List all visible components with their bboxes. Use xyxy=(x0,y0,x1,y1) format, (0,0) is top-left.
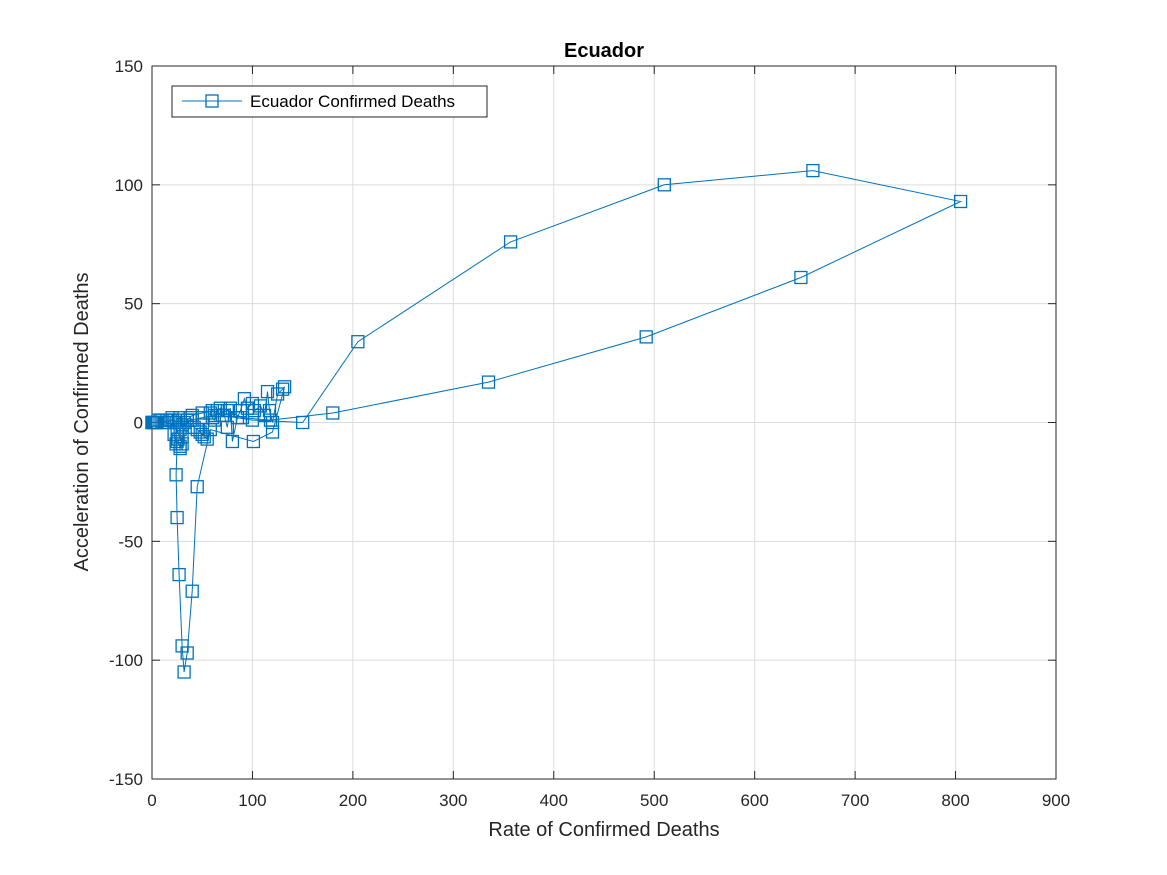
legend: Ecuador Confirmed Deaths xyxy=(171,85,488,118)
data-point xyxy=(145,415,159,430)
data-point xyxy=(235,411,250,425)
x-tick-label: 200 xyxy=(339,791,367,810)
data-point xyxy=(225,434,240,449)
data-point xyxy=(200,432,214,446)
data-point xyxy=(170,510,184,525)
x-tick-label: 800 xyxy=(941,791,969,810)
y-tick-label: 150 xyxy=(115,57,143,76)
legend-marker-sample xyxy=(205,94,219,108)
x-tick-label: 500 xyxy=(640,791,668,810)
data-point xyxy=(172,567,186,582)
y-tick-label: 50 xyxy=(124,295,143,314)
y-tick-label: -100 xyxy=(109,651,143,670)
data-point xyxy=(639,330,653,344)
data-point xyxy=(246,434,261,449)
data-point xyxy=(160,415,174,430)
data-point xyxy=(326,406,340,420)
data-point xyxy=(180,646,194,660)
data-point xyxy=(205,403,219,418)
data-point xyxy=(794,270,808,285)
data-point xyxy=(173,441,187,456)
data-point xyxy=(203,422,217,437)
data-point xyxy=(165,413,179,427)
data-point xyxy=(260,384,275,399)
data-point xyxy=(193,425,207,439)
y-tick-label: 100 xyxy=(115,176,143,195)
data-point xyxy=(481,375,496,389)
data-point xyxy=(190,480,204,494)
data-point xyxy=(155,413,169,427)
x-tick-label: 0 xyxy=(147,791,156,810)
x-tick-label: 900 xyxy=(1042,791,1070,810)
y-axis-label: Acceleration of Confirmed Deaths xyxy=(71,272,93,571)
x-axis-label: Rate of Confirmed Deaths xyxy=(488,819,719,841)
series-group xyxy=(145,163,968,679)
data-point xyxy=(245,413,260,427)
x-tick-label: 600 xyxy=(740,791,768,810)
y-tick-label: -150 xyxy=(109,770,143,789)
data-point xyxy=(275,382,290,396)
data-point xyxy=(265,415,280,430)
data-point xyxy=(185,408,199,423)
y-tick-label: 0 xyxy=(134,414,143,433)
data-point xyxy=(253,399,268,413)
data-point xyxy=(170,422,184,437)
data-point xyxy=(195,427,209,442)
legend-label: Ecuador Confirmed Deaths xyxy=(250,92,455,111)
data-point xyxy=(175,639,189,653)
x-tick-label: 300 xyxy=(439,791,467,810)
data-point xyxy=(296,415,310,430)
chart-title: Ecuador xyxy=(564,40,644,62)
data-point xyxy=(245,396,260,411)
data-point xyxy=(223,401,237,415)
x-tick-label: 400 xyxy=(540,791,568,810)
data-point xyxy=(270,387,285,401)
data-point xyxy=(220,403,234,418)
data-point xyxy=(351,335,365,349)
data-point xyxy=(169,468,183,482)
y-tick-label: -50 xyxy=(118,532,143,551)
data-point xyxy=(175,437,189,451)
data-point xyxy=(806,163,820,178)
data-point xyxy=(657,178,671,192)
data-point xyxy=(215,408,229,423)
x-tick-label: 700 xyxy=(841,791,869,810)
ticks: 0 100 200 300 400 500 600 700 800 900 -150 -100 -50 0… xyxy=(109,57,1070,810)
data-point xyxy=(277,380,292,394)
data-point xyxy=(177,665,191,679)
grid xyxy=(152,66,1056,779)
data-point xyxy=(953,194,968,209)
data-point xyxy=(263,413,278,427)
data-point xyxy=(503,235,518,249)
data-point xyxy=(171,432,185,446)
data-point xyxy=(237,392,252,406)
x-tick-label: 100 xyxy=(238,791,266,810)
data-point xyxy=(167,427,181,442)
data-point xyxy=(183,413,197,427)
data-point xyxy=(185,584,199,598)
